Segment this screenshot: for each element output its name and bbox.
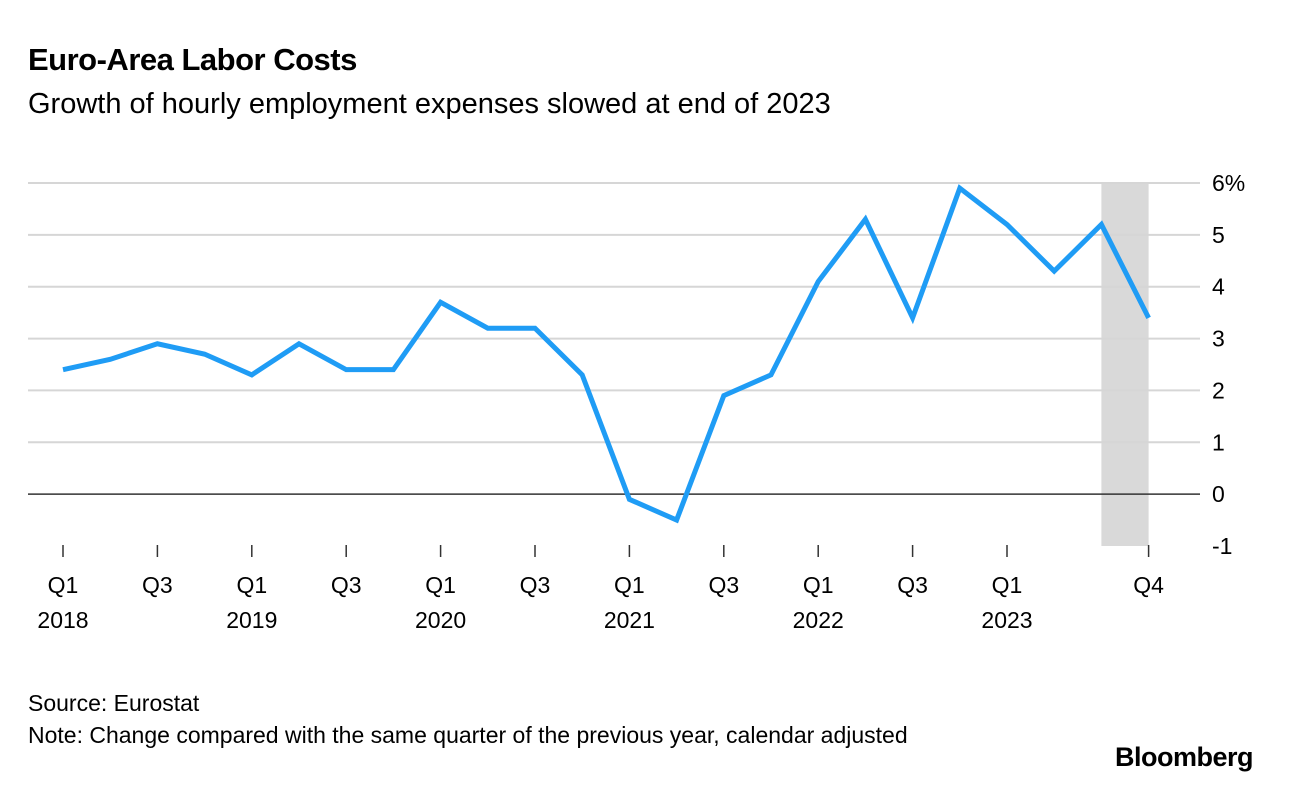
- x-tick-label: Q1: [425, 572, 456, 598]
- x-tick-year: 2022: [793, 607, 844, 633]
- x-tick-year: 2023: [981, 607, 1032, 633]
- y-tick-label: 0: [1212, 481, 1225, 507]
- x-tick-label: Q1: [614, 572, 645, 598]
- x-tick-label: Q3: [331, 572, 362, 598]
- source-note: Source: Eurostat: [28, 690, 200, 716]
- x-tick-label: Q1: [236, 572, 267, 598]
- x-tick-label: Q3: [142, 572, 173, 598]
- x-tick-year: 2018: [37, 607, 88, 633]
- x-tick-year: 2019: [226, 607, 277, 633]
- footnote: Note: Change compared with the same quar…: [28, 722, 908, 748]
- bloomberg-logo: Bloomberg: [1115, 742, 1254, 772]
- x-tick-label: Q3: [520, 572, 551, 598]
- chart-subtitle: Growth of hourly employment expenses slo…: [28, 88, 831, 120]
- y-tick-label: 4: [1212, 274, 1225, 300]
- x-tick-year: 2020: [415, 607, 466, 633]
- x-tick-label: Q3: [897, 572, 928, 598]
- y-tick-label: 2: [1212, 377, 1225, 403]
- x-tick-label: Q1: [48, 572, 79, 598]
- chart-title: Euro-Area Labor Costs: [28, 42, 357, 77]
- y-tick-label: 3: [1212, 326, 1225, 352]
- x-tick-label: Q4: [1133, 572, 1164, 598]
- y-tick-label: -1: [1212, 533, 1232, 559]
- x-tick-label: Q3: [708, 572, 739, 598]
- x-tick-year: 2021: [604, 607, 655, 633]
- y-tick-label: 5: [1212, 222, 1225, 248]
- x-tick-label: Q1: [803, 572, 834, 598]
- y-tick-label: 1: [1212, 429, 1225, 455]
- x-tick-label: Q1: [992, 572, 1023, 598]
- line-chart: 6% 5 4 3 2 1 0 -1 Q1 2018 Q3 Q1 2019 Q3 Q1 2020 Q3 Q1 2021…: [28, 170, 1245, 633]
- y-tick-label: 6%: [1212, 170, 1245, 196]
- series-line: [62, 184, 1151, 524]
